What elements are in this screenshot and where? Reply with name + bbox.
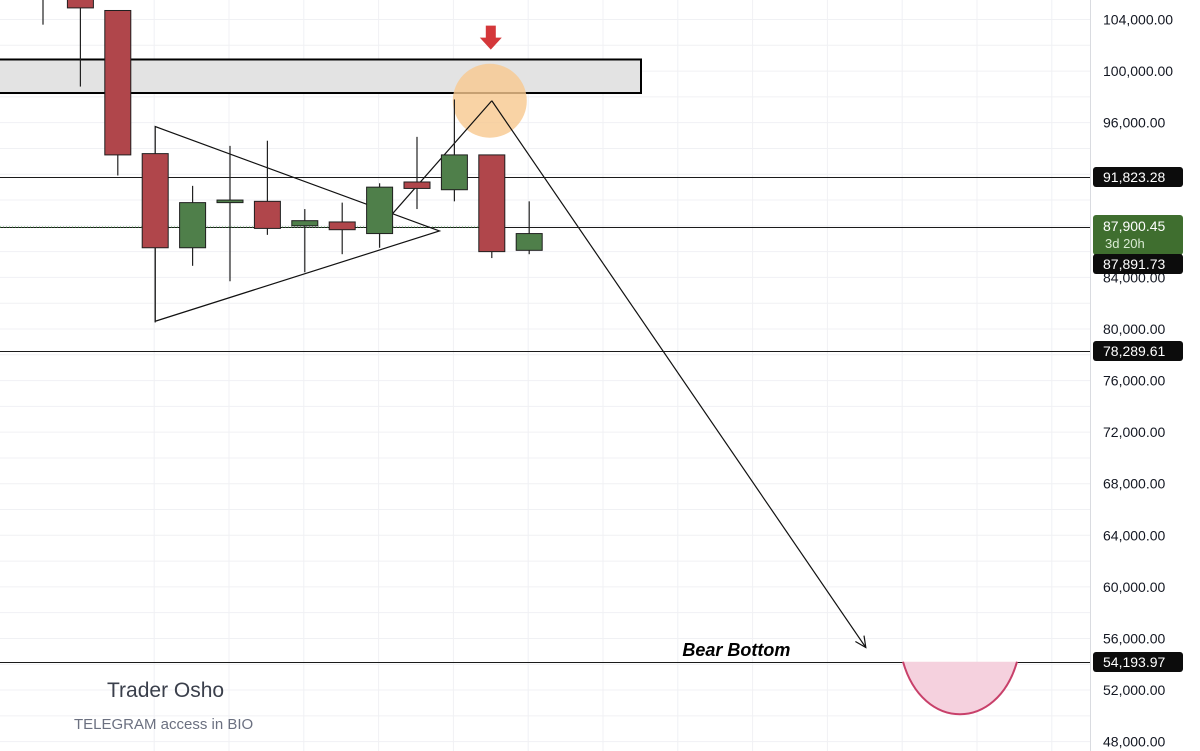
bear-bottom-bowl <box>903 661 1017 715</box>
axis-tick-label: 48,000.00 <box>1103 734 1165 750</box>
axis-tick-label: 76,000.00 <box>1103 373 1165 389</box>
axis-tick-label: 80,000.00 <box>1103 321 1165 337</box>
candle-body <box>403 181 431 189</box>
price-tags-layer: 91,823.28 78,289.61 54,193.97 87,900.45 3d 2… <box>1093 167 1183 672</box>
price-tag-87891-box <box>1093 254 1183 274</box>
resistance-zone <box>0 58 642 95</box>
price-tag-54193-label: 54,193.97 <box>1103 654 1165 670</box>
resistance-zone-layer <box>0 58 642 95</box>
axis-tick-label: 52,000.00 <box>1103 682 1165 698</box>
candle-body <box>253 200 281 229</box>
price-tag-91823-label: 91,823.28 <box>1103 169 1165 185</box>
candle-body <box>328 221 356 231</box>
annotations-layer: Bear Bottom <box>682 640 790 660</box>
axis-tick-label: 56,000.00 <box>1103 630 1165 646</box>
watermark-title: Trader Osho <box>107 679 224 702</box>
candle-body <box>515 233 543 251</box>
axis-tick-label: 100,000.00 <box>1103 63 1173 79</box>
projection-arrowhead <box>855 635 867 649</box>
candles-layer <box>42 0 543 323</box>
candle-body <box>366 186 394 235</box>
axis-tick-label: 60,000.00 <box>1103 579 1165 595</box>
axis-tick-label: 96,000.00 <box>1103 115 1165 131</box>
axis-tick-label: 72,000.00 <box>1103 424 1165 440</box>
axis-tick-label: 104,000.00 <box>1103 12 1173 28</box>
watermark-subtitle: TELEGRAM access in BIO <box>74 716 253 733</box>
price-tag-91823-box <box>1093 167 1183 187</box>
candle-body <box>216 199 244 204</box>
drawings-layer <box>154 25 1018 716</box>
candle-body <box>440 154 468 191</box>
price-tag-54193-box <box>1093 652 1183 672</box>
candle-body <box>179 202 207 249</box>
axis-tick-label: 68,000.00 <box>1103 476 1165 492</box>
down-arrow-icon <box>479 25 502 50</box>
glow-marker <box>452 63 527 138</box>
bear-bottom-curve <box>902 661 1018 716</box>
candle-body <box>104 9 132 156</box>
horizontal-levels-layer <box>0 177 1090 663</box>
price-tag-78289-box <box>1093 341 1183 361</box>
bear-bottom-label: Bear Bottom <box>682 640 790 660</box>
countdown-label: 3d 20h <box>1105 236 1145 251</box>
price-tag-78289-label: 78,289.61 <box>1103 343 1165 359</box>
candle-body <box>141 153 169 249</box>
price-axis[interactable]: 48,000.00 52,000.00 56,000.00 60,000.00 64,0… <box>1103 12 1173 750</box>
candle-body <box>66 0 94 9</box>
current-price-label: 87,900.45 <box>1103 218 1165 234</box>
rising-line <box>379 100 493 229</box>
axis-tick-label: 64,000.00 <box>1103 527 1165 543</box>
price-tag-87891-label: 87,891.73 <box>1103 256 1165 272</box>
candle-body <box>291 220 319 227</box>
grid-layer <box>0 0 1091 751</box>
watermark: Trader Osho TELEGRAM access in BIO <box>74 679 253 733</box>
candle-body <box>478 154 506 253</box>
current-price-tag-box <box>1093 215 1183 255</box>
projection-line <box>491 100 867 648</box>
